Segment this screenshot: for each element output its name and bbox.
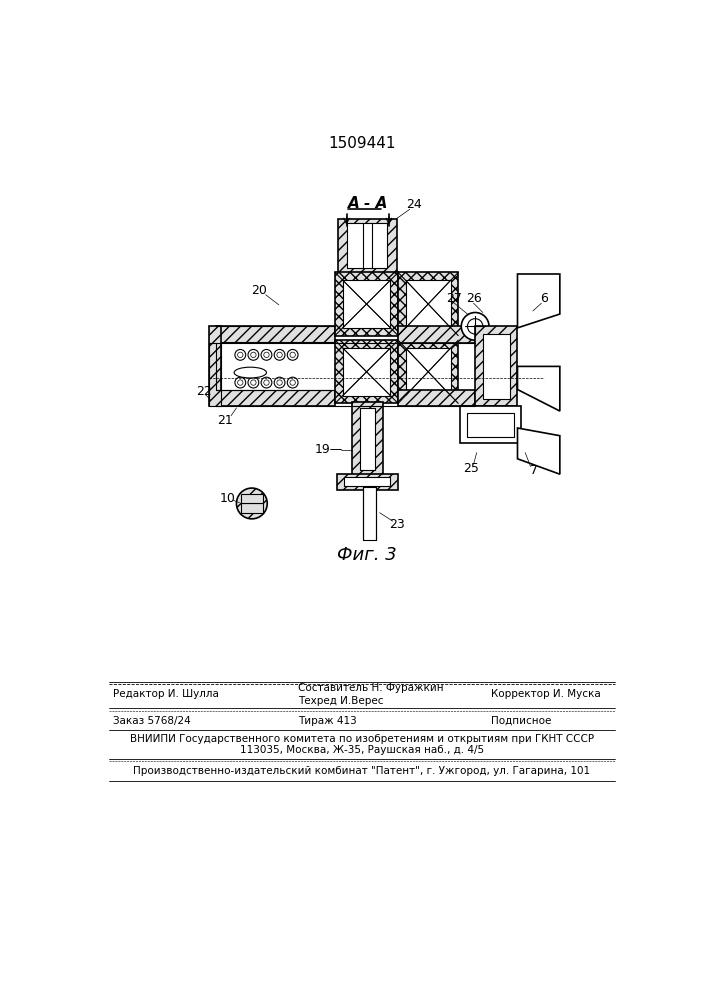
Circle shape bbox=[248, 377, 259, 388]
Text: 20: 20 bbox=[252, 284, 267, 297]
Bar bbox=[209, 326, 221, 406]
Circle shape bbox=[251, 380, 256, 385]
Text: 10: 10 bbox=[219, 492, 235, 505]
Text: Фиг. 3: Фиг. 3 bbox=[337, 546, 397, 564]
Text: 113035, Москва, Ж-35, Раушская наб., д. 4/5: 113035, Москва, Ж-35, Раушская наб., д. … bbox=[240, 745, 484, 755]
Bar bbox=[483, 334, 510, 399]
Circle shape bbox=[287, 349, 298, 360]
Bar bbox=[398, 326, 475, 343]
Circle shape bbox=[264, 380, 269, 385]
Text: Корректор И. Муска: Корректор И. Муска bbox=[491, 689, 600, 699]
Text: А - А: А - А bbox=[348, 196, 388, 211]
Text: 22: 22 bbox=[197, 385, 212, 398]
Bar bbox=[216, 389, 335, 406]
Circle shape bbox=[238, 352, 243, 358]
Polygon shape bbox=[518, 274, 560, 328]
Text: 7: 7 bbox=[530, 464, 537, 477]
Bar bbox=[398, 272, 458, 336]
Bar bbox=[363, 487, 376, 540]
Bar bbox=[344, 477, 390, 486]
Circle shape bbox=[461, 312, 489, 340]
Bar bbox=[241, 494, 262, 503]
Circle shape bbox=[251, 352, 256, 358]
Circle shape bbox=[248, 349, 259, 360]
Text: Производственно-издательский комбинат "Патент", г. Ужгород, ул. Гагарина, 101: Производственно-издательский комбинат "П… bbox=[134, 766, 590, 776]
Circle shape bbox=[274, 377, 285, 388]
Circle shape bbox=[277, 352, 282, 358]
Text: ВНИИПИ Государственного комитета по изобретениям и открытиям при ГКНТ СССР: ВНИИПИ Государственного комитета по изоб… bbox=[130, 734, 594, 744]
Circle shape bbox=[261, 377, 272, 388]
Bar bbox=[241, 503, 262, 513]
Text: 1509441: 1509441 bbox=[328, 136, 396, 151]
Circle shape bbox=[238, 380, 243, 385]
Polygon shape bbox=[518, 428, 560, 474]
Circle shape bbox=[264, 352, 269, 358]
Circle shape bbox=[244, 496, 259, 511]
Circle shape bbox=[277, 380, 282, 385]
Bar bbox=[347, 223, 387, 268]
Circle shape bbox=[290, 352, 296, 358]
Circle shape bbox=[287, 377, 298, 388]
Circle shape bbox=[261, 349, 272, 360]
Bar bbox=[467, 413, 514, 437]
Circle shape bbox=[236, 488, 267, 519]
Bar bbox=[335, 340, 398, 403]
Bar bbox=[337, 474, 398, 490]
Text: Редактор И. Шулла: Редактор И. Шулла bbox=[113, 689, 219, 699]
Bar bbox=[406, 280, 450, 328]
Bar bbox=[338, 219, 397, 274]
Circle shape bbox=[290, 380, 296, 385]
Text: 21: 21 bbox=[217, 414, 233, 427]
Text: 6: 6 bbox=[541, 292, 549, 305]
Bar bbox=[352, 402, 382, 476]
Text: 26: 26 bbox=[466, 292, 481, 305]
Text: 24: 24 bbox=[406, 198, 421, 211]
Text: Тираж 413: Тираж 413 bbox=[298, 716, 357, 726]
Bar bbox=[343, 348, 390, 396]
Circle shape bbox=[467, 319, 483, 334]
Bar bbox=[221, 342, 337, 389]
Bar bbox=[475, 326, 518, 406]
Text: 27: 27 bbox=[445, 292, 462, 305]
Bar bbox=[216, 326, 335, 343]
Text: 23: 23 bbox=[389, 518, 404, 531]
Bar bbox=[335, 272, 398, 336]
Bar bbox=[398, 340, 458, 403]
Circle shape bbox=[274, 349, 285, 360]
Circle shape bbox=[235, 377, 246, 388]
Circle shape bbox=[235, 349, 246, 360]
Text: Составитель Н. Фуражкин: Составитель Н. Фуражкин bbox=[298, 683, 444, 693]
Bar bbox=[460, 406, 521, 443]
Bar bbox=[360, 408, 375, 470]
Bar bbox=[406, 348, 450, 396]
Text: Подписное: Подписное bbox=[491, 716, 551, 726]
Bar bbox=[398, 389, 475, 406]
Bar bbox=[343, 280, 390, 328]
Text: Техред И.Верес: Техред И.Верес bbox=[298, 696, 383, 706]
Text: 19—: 19— bbox=[315, 443, 343, 456]
Text: Заказ 5768/24: Заказ 5768/24 bbox=[113, 716, 191, 726]
Text: 25: 25 bbox=[463, 462, 479, 475]
Ellipse shape bbox=[234, 367, 267, 378]
Polygon shape bbox=[209, 343, 221, 406]
Polygon shape bbox=[518, 366, 560, 411]
